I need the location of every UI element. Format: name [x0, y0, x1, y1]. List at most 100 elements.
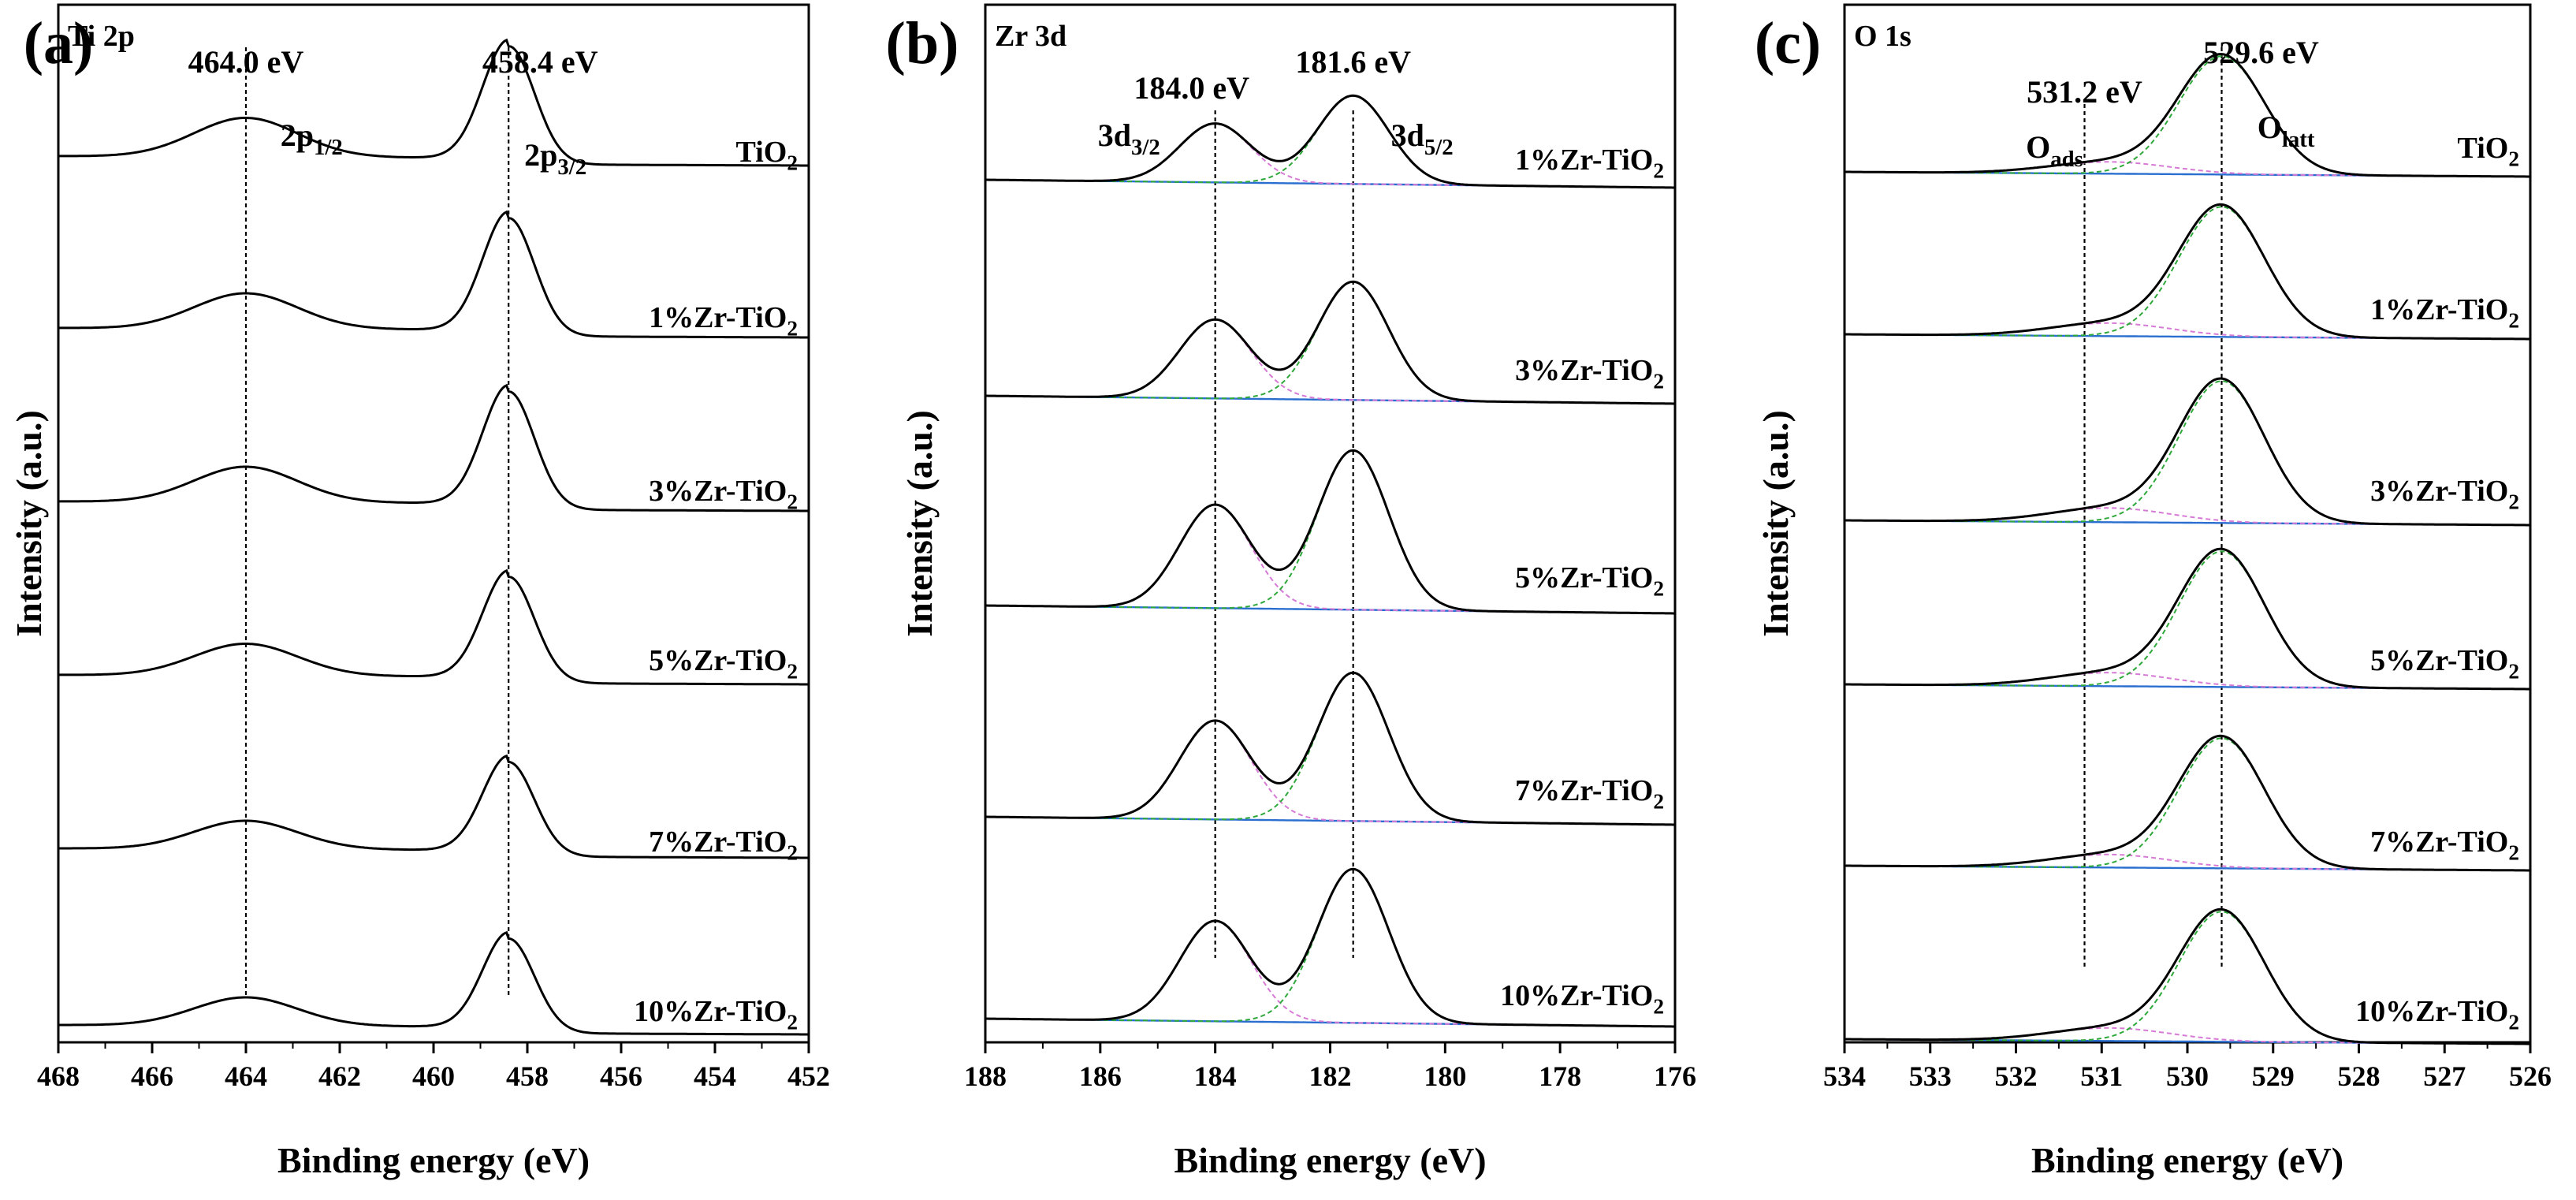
sample-label-base: TiO: [736, 825, 787, 859]
x-tick-label: 458: [506, 1060, 549, 1092]
series-1: TiO2: [58, 38, 809, 175]
x-tick-label: 529: [2252, 1060, 2295, 1092]
panel-3: 534 533 532 531 530 529 528 527 526 Binding energ…: [1755, 3, 2552, 1180]
sample-label-prefix: 1%Zr-: [649, 301, 735, 334]
spectrum-line: [1845, 907, 2530, 1045]
peak-label: 3d3/2: [1098, 117, 1160, 160]
series-5: 7%Zr-TiO2: [58, 754, 809, 865]
spectrum-line: [985, 867, 1675, 1028]
x-tick-label: 178: [1539, 1060, 1581, 1092]
series-4: 7%Zr-TiO2: [985, 671, 1675, 826]
sample-label: 3%Zr-TiO2: [2370, 475, 2519, 514]
peak-label-subscript: ads: [2050, 147, 2083, 172]
spectrum-line: [1845, 547, 2530, 691]
spectrum-line: [1845, 377, 2530, 527]
sample-label-prefix: 10%Zr-: [634, 995, 735, 1028]
sample-label-subscript: 2: [787, 660, 798, 684]
sample-label: 7%Zr-TiO2: [2370, 825, 2519, 865]
sample-label-prefix: 3%Zr-: [2370, 475, 2457, 508]
peak-label: 3d5/2: [1391, 117, 1454, 160]
x-tick-label: 528: [2338, 1060, 2381, 1092]
spectrum-line: [1845, 734, 2530, 872]
sample-label-subscript: 2: [2508, 1011, 2519, 1034]
sample-label: 7%Zr-TiO2: [1515, 774, 1664, 814]
x-tick-label: 456: [600, 1060, 642, 1092]
sample-label: 5%Zr-TiO2: [1515, 561, 1664, 601]
spectrum-line: [58, 383, 809, 512]
panel-title: O 1s: [1854, 20, 1912, 53]
series-3: 3%Zr-TiO2: [1845, 377, 2530, 527]
series-3: 3%Zr-TiO2: [58, 383, 809, 514]
sample-label-subscript: 2: [1653, 790, 1664, 814]
sample-label-prefix: 3%Zr-: [649, 475, 735, 508]
sample-label-base: TiO: [2458, 475, 2509, 508]
spectrum-line: [985, 449, 1675, 615]
peak-label-base: 3d: [1098, 117, 1131, 153]
x-tick-label: 454: [694, 1060, 736, 1092]
x-tick-label: 530: [2166, 1060, 2209, 1092]
sample-label-base: TiO: [2458, 825, 2509, 859]
sample-label-subscript: 2: [787, 151, 798, 175]
peak-label-subscript: 1/2: [314, 135, 343, 160]
sample-label-base: TiO: [736, 995, 787, 1028]
x-tick-label: 464: [225, 1060, 267, 1092]
series-4: 5%Zr-TiO2: [58, 568, 809, 686]
peak-label-base: O: [2026, 129, 2050, 165]
sample-label-prefix: 7%Zr-: [2370, 825, 2457, 859]
sample-label-prefix: 5%Zr-: [2370, 644, 2457, 677]
series-5: 7%Zr-TiO2: [1845, 734, 2530, 872]
sample-label-prefix: 10%Zr-: [2355, 995, 2457, 1028]
x-tick-label: 527: [2423, 1060, 2466, 1092]
x-tick-label: 532: [1995, 1060, 2038, 1092]
sample-label-base: TiO: [2458, 644, 2509, 677]
x-tick-label: 186: [1079, 1060, 1122, 1092]
y-axis-label: Intensity (a.u.): [9, 410, 49, 637]
x-tick-label: 180: [1424, 1060, 1466, 1092]
y-axis-label: Intensity (a.u.): [899, 410, 940, 637]
peak-label-subscript: 3/2: [1131, 135, 1160, 160]
sample-label: 5%Zr-TiO2: [2370, 644, 2519, 684]
sample-label-subscript: 2: [787, 841, 798, 865]
sample-label: 10%Zr-TiO2: [1500, 979, 1664, 1019]
panel-label: (a): [24, 10, 94, 76]
sample-label-base: TiO: [736, 644, 787, 677]
peak-position-annotation: 529.6 eV: [2203, 35, 2319, 70]
x-axis-label: Binding energy (eV): [1174, 1140, 1486, 1180]
sample-label: 10%Zr-TiO2: [634, 995, 798, 1034]
spectrum-line: [985, 280, 1675, 405]
sample-label-base: TiO: [1603, 143, 1654, 177]
sample-label: 7%Zr-TiO2: [649, 825, 798, 865]
spectrum-line: [58, 210, 809, 339]
panel-title: Zr 3d: [995, 20, 1067, 53]
spectrum-line: [1845, 203, 2530, 341]
peak-label-subscript: 5/2: [1424, 135, 1454, 160]
series-1: TiO2: [1845, 53, 2530, 178]
x-tick-label: 182: [1309, 1060, 1352, 1092]
peak-label-base: 3d: [1391, 117, 1424, 153]
spectrum-line: [985, 671, 1675, 826]
x-tick-label: 462: [318, 1060, 361, 1092]
peak-label: Oads: [2026, 129, 2083, 172]
sample-label-subscript: 2: [1653, 370, 1664, 393]
sample-label-prefix: 1%Zr-: [2370, 293, 2457, 326]
spectrum-line: [58, 754, 809, 859]
peak-position-annotation: 181.6 eV: [1295, 44, 1411, 80]
series-2: 1%Zr-TiO2: [1845, 203, 2530, 341]
panel-2: 188 186 184 182 180 178 176 Binding energy (eV)…: [886, 3, 1696, 1180]
sample-label-subscript: 2: [787, 1011, 798, 1034]
sample-label-subscript: 2: [2508, 147, 2519, 171]
sample-label-base: TiO: [736, 136, 787, 169]
series-5: 10%Zr-TiO2: [985, 867, 1675, 1028]
series-3: 5%Zr-TiO2: [985, 449, 1675, 615]
panel-label: (c): [1755, 10, 1821, 76]
x-tick-label: 531: [2080, 1060, 2123, 1092]
spectrum-line: [58, 930, 809, 1036]
peak-label-base: 2p: [281, 117, 314, 153]
sample-label-prefix: 7%Zr-: [649, 825, 735, 859]
sample-label-base: TiO: [1603, 354, 1654, 387]
sample-label-base: TiO: [736, 475, 787, 508]
peak-position-annotation: 531.2 eV: [2027, 74, 2142, 110]
x-tick-label: 533: [1909, 1060, 1952, 1092]
